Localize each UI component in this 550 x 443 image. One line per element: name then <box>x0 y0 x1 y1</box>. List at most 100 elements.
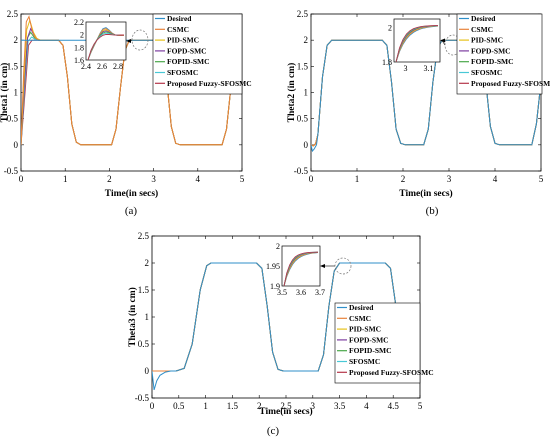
series-line-desired <box>311 39 541 153</box>
inset-frame <box>85 21 127 61</box>
y-tick-label: 1.5 <box>297 61 309 71</box>
y-axis-label: Theta2 (in cm) <box>286 63 297 123</box>
legend-label: PID-SMC <box>349 325 381 334</box>
x-axis-label: Time(in secs) <box>399 188 452 199</box>
legend-label: Proposed Fuzzy-SFOSMC <box>349 368 434 377</box>
zoom-arrow-head <box>440 38 445 43</box>
x-tick-label: 5 <box>240 174 245 184</box>
x-tick-label: 4 <box>196 174 201 184</box>
legend-label: FOPID-SMC <box>167 57 210 66</box>
inset-plot: 3.5 3.6 3.7 1.9 1.95 2 <box>266 242 325 297</box>
x-tick-label: 3.5 <box>334 401 346 411</box>
panel-caption: (c) <box>267 425 280 437</box>
y-tick-label: 0 <box>304 140 309 150</box>
inset-y-tick-label: 1.95 <box>266 262 280 271</box>
y-tick-label: 2.5 <box>7 9 19 19</box>
chart-panel-c: 0 0.5 1 1.5 2 2.5 3 3.5 4 4.5 5-0.500.511.522.5Tim… <box>127 231 434 437</box>
y-tick-label: -0.5 <box>135 393 150 403</box>
y-tick-label: 2.5 <box>138 231 150 241</box>
y-tick-label: 1.5 <box>138 285 150 295</box>
x-tick-label: 4 <box>364 401 369 411</box>
x-tick-label: 5 <box>539 174 544 184</box>
x-tick-label: 0 <box>309 174 314 184</box>
y-tick-label: 2.5 <box>297 9 309 19</box>
x-tick-label: 4 <box>493 174 498 184</box>
legend-label: FOPD-SMC <box>349 335 389 344</box>
inset-series-line-proposed-fuzzy-sfosmc <box>283 251 319 287</box>
x-tick-label: 2 <box>401 174 406 184</box>
x-axis-label: Time(in secs) <box>105 188 158 199</box>
x-tick-label: 0.5 <box>173 401 185 411</box>
legend-label: Desired <box>167 14 192 23</box>
y-tick-label: 0.5 <box>297 114 309 124</box>
x-tick-label: 3 <box>311 401 316 411</box>
x-tick-label: 4.5 <box>388 401 400 411</box>
y-tick-label: 0 <box>14 140 19 150</box>
legend-label: FOPD-SMC <box>471 46 511 55</box>
legend-label: SFOSMC <box>167 68 198 77</box>
inset-y-tick-label: 2 <box>276 242 280 251</box>
legend-box <box>152 13 243 95</box>
y-tick-label: 0.5 <box>138 339 150 349</box>
y-tick-label: 2 <box>14 35 19 45</box>
x-tick-label: 1 <box>355 174 360 184</box>
y-tick-label: 2 <box>145 258 150 268</box>
legend-label: CSMC <box>349 314 371 323</box>
y-tick-label: -0.5 <box>4 166 19 176</box>
y-tick-label: 1 <box>14 88 19 98</box>
legend-label: Proposed Fuzzy-SFOSMC <box>471 79 550 88</box>
x-axis-label: Time(in secs) <box>259 406 312 417</box>
y-axis-label: Theta1 (in cm) <box>0 63 10 123</box>
legend-label: Proposed Fuzzy-SFOSMC <box>167 79 252 88</box>
x-tick-label: 2.5 <box>280 401 292 411</box>
legend-label: SFOSMC <box>349 357 380 366</box>
x-tick-label: 0 <box>19 174 24 184</box>
legend-label: FOPID-SMC <box>349 346 392 355</box>
legend-label: Desired <box>471 14 496 23</box>
inset-y-tick-label: 2 <box>388 24 392 33</box>
x-tick-label: 2 <box>107 174 112 184</box>
x-tick-label: 3 <box>151 174 156 184</box>
legend-label: CSMC <box>167 25 189 34</box>
legend-label: CSMC <box>471 25 493 34</box>
y-tick-label: 0.5 <box>7 114 19 124</box>
series-line-csmc <box>21 15 242 146</box>
x-tick-label: 1 <box>63 174 68 184</box>
zoom-arrow-head <box>320 264 325 268</box>
inset-y-tick-label: 1.6 <box>74 56 84 65</box>
legend-box <box>456 13 543 95</box>
inset-y-tick-label: 1.8 <box>74 43 84 52</box>
inset-series-line-proposed-fuzzy-sfosmc <box>395 25 438 63</box>
inset-x-tick-label: 2.4 <box>81 62 91 71</box>
zoom-arrow-head <box>126 39 131 43</box>
panel-caption: (a) <box>125 205 138 217</box>
inset-plot: 3 3.1 1.8 2 <box>382 18 441 73</box>
x-tick-label: 3 <box>447 174 452 184</box>
legend-box <box>334 302 421 384</box>
x-tick-label: 0 <box>150 401 155 411</box>
legend-label: FOPID-SMC <box>471 57 514 66</box>
x-tick-label: 1.5 <box>227 401 239 411</box>
y-tick-label: 1 <box>304 88 309 98</box>
x-tick-label: 2 <box>257 401 262 411</box>
inset-x-tick-label: 3.5 <box>277 288 287 297</box>
inset-x-tick-label: 2.6 <box>97 62 107 71</box>
inset-x-tick-label: 3.1 <box>424 64 434 73</box>
x-tick-label: 5 <box>418 401 423 411</box>
series-group <box>311 39 541 153</box>
x-tick-label: 1 <box>203 401 208 411</box>
y-tick-label: 0 <box>145 366 150 376</box>
inset-y-tick-label: 2.2 <box>74 18 84 27</box>
y-tick-label: 2 <box>304 35 309 45</box>
legend-label: PID-SMC <box>167 36 199 45</box>
legend-label: Desired <box>349 303 374 312</box>
series-group <box>152 262 410 391</box>
legend-label: FOPD-SMC <box>167 46 207 55</box>
series-line-desired <box>152 262 410 391</box>
